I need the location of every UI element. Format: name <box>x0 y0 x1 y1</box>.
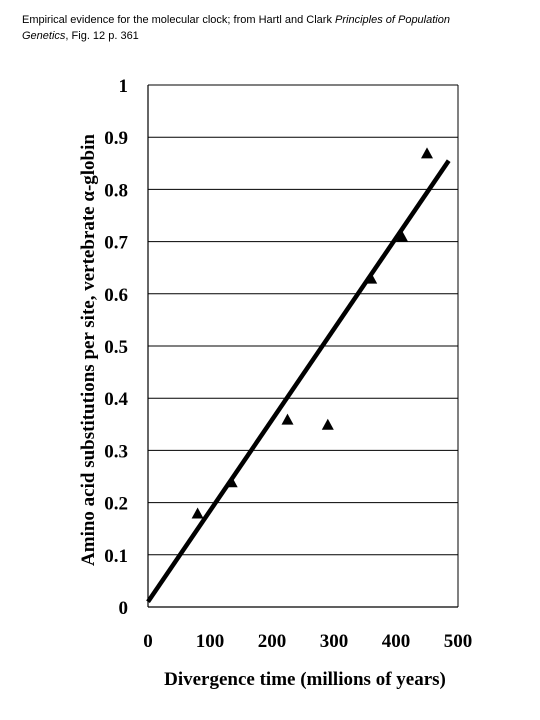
y-tick-label: 1 <box>119 76 129 97</box>
data-point-triangle <box>191 507 204 519</box>
caption-figure-ref: , Fig. 12 p. 361 <box>65 30 139 42</box>
x-tick-label: 500 <box>444 631 473 652</box>
x-axis-title: Divergence time (millions of years) <box>164 669 446 690</box>
y-tick-label: 0.6 <box>104 285 128 306</box>
x-tick-labels: 0 100 200 300 400 500 <box>143 631 472 652</box>
figure-caption: Empirical evidence for the molecular clo… <box>22 12 522 44</box>
x-tick-label: 400 <box>382 631 411 652</box>
data-point-triangle <box>321 418 334 430</box>
data-point-triangle <box>281 413 294 425</box>
y-axis-title: Amino acid substitutions per site, verte… <box>78 134 99 566</box>
y-tick-label: 0.7 <box>104 233 128 254</box>
x-tick-label: 0 <box>143 631 153 652</box>
y-tick-label: 0.4 <box>104 389 128 410</box>
y-tick-label: 0.1 <box>104 546 128 567</box>
x-tick-label: 100 <box>196 631 225 652</box>
trend-line-group <box>146 159 451 604</box>
y-tick-labels: 0 0.1 0.2 0.3 0.4 0.5 0.6 0.7 0.8 0.9 1 <box>104 76 128 619</box>
y-tick-label: 0.2 <box>104 494 128 515</box>
y-tick-label: 0 <box>119 598 129 619</box>
y-tick-label: 0.3 <box>104 441 128 462</box>
y-tick-label: 0.5 <box>104 337 128 358</box>
y-tick-label: 0.9 <box>104 128 128 149</box>
caption-book-title-a: Principles of Population <box>335 14 450 26</box>
data-points <box>191 147 433 519</box>
trend-line <box>146 159 451 604</box>
y-tick-label: 0.8 <box>104 180 128 201</box>
caption-book-title-b: Genetics <box>22 30 66 42</box>
caption-text: Empirical evidence for the molecular clo… <box>22 14 336 26</box>
plot-frame <box>147 85 459 608</box>
data-point-triangle <box>396 230 409 242</box>
data-point-triangle <box>421 147 433 159</box>
x-tick-label: 300 <box>320 631 349 652</box>
x-tick-label: 200 <box>258 631 287 652</box>
gridlines <box>148 84 458 556</box>
